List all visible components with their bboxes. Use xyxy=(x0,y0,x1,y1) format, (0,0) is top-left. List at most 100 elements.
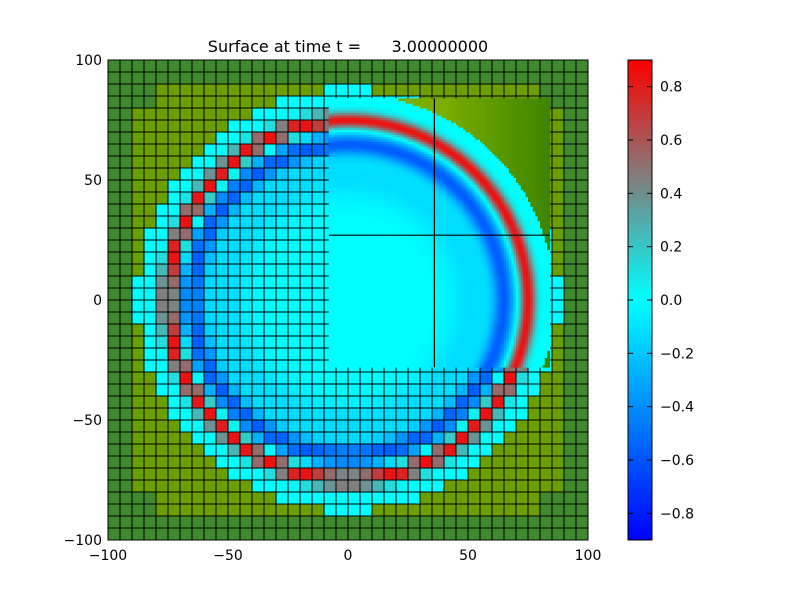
fine-cell xyxy=(338,110,342,114)
fine-cell xyxy=(357,225,361,229)
fine-cell xyxy=(328,364,332,368)
fine-cell xyxy=(396,345,399,349)
fine-cell xyxy=(336,98,339,102)
fine-cell xyxy=(360,357,363,361)
fine-cell xyxy=(331,230,334,234)
coarse-cell xyxy=(203,335,217,349)
fine-cell xyxy=(355,276,358,279)
fine-cell xyxy=(352,132,356,135)
fine-cell xyxy=(328,206,332,210)
fine-cell xyxy=(355,110,358,114)
fine-cell xyxy=(331,237,334,241)
fine-cell xyxy=(336,120,339,123)
fine-cell xyxy=(362,216,366,219)
fine-cell xyxy=(336,252,339,255)
fine-cell xyxy=(350,264,354,267)
fine-cell xyxy=(338,292,342,296)
fine-cell xyxy=(367,362,370,366)
fine-cell xyxy=(386,360,390,363)
fine-cell xyxy=(384,216,387,219)
fine-cell xyxy=(376,314,380,318)
fine-cell xyxy=(374,170,378,174)
coarse-cell xyxy=(215,215,229,229)
fine-cell xyxy=(398,153,402,157)
fine-cell xyxy=(338,295,342,298)
fine-cell xyxy=(360,163,363,166)
coarse-cell xyxy=(251,443,265,457)
fine-cell xyxy=(369,355,373,358)
fine-cell xyxy=(391,108,394,111)
coarse-cell xyxy=(311,419,325,433)
coarse-cell xyxy=(347,71,361,85)
fine-cell xyxy=(398,247,402,250)
coarse-cell xyxy=(503,491,517,505)
fine-cell xyxy=(328,168,332,171)
fine-cell xyxy=(355,240,358,243)
fine-cell xyxy=(333,364,337,368)
fine-cell xyxy=(336,297,339,301)
coarse-cell xyxy=(251,60,265,73)
fine-cell xyxy=(345,148,349,152)
fine-cell xyxy=(398,295,402,298)
fine-cell xyxy=(391,240,394,243)
fine-cell xyxy=(355,292,358,296)
coarse-cell xyxy=(539,503,553,517)
fine-cell xyxy=(343,100,346,104)
coarse-cell xyxy=(359,503,373,517)
fine-cell xyxy=(333,187,337,190)
fine-cell xyxy=(369,292,373,296)
fine-cell xyxy=(386,307,390,310)
fine-cell xyxy=(381,333,385,337)
fine-cell xyxy=(355,146,358,150)
coarse-cell xyxy=(203,179,217,193)
coarse-cell xyxy=(179,299,193,313)
fine-cell xyxy=(348,256,351,260)
fine-cell xyxy=(376,340,380,344)
fine-cell xyxy=(391,326,394,330)
fine-cell xyxy=(352,321,356,325)
coarse-cell xyxy=(395,467,409,481)
fine-cell xyxy=(350,283,354,286)
coarse-cell xyxy=(143,227,157,241)
fine-cell xyxy=(331,295,334,298)
fine-cell xyxy=(393,292,397,296)
fine-cell xyxy=(379,105,382,109)
fine-cell xyxy=(343,235,346,238)
fine-cell xyxy=(328,333,332,337)
fine-cell xyxy=(360,338,363,342)
coarse-cell xyxy=(108,275,121,289)
fine-cell xyxy=(362,122,366,126)
fine-cell xyxy=(376,292,380,296)
fine-cell xyxy=(396,156,399,159)
fine-cell xyxy=(379,103,382,106)
coarse-cell xyxy=(287,407,301,421)
fine-cell xyxy=(388,331,392,334)
fine-cell xyxy=(333,170,337,174)
fine-cell xyxy=(391,216,394,219)
fine-cell xyxy=(345,280,349,284)
coarse-cell xyxy=(155,383,169,397)
fine-cell xyxy=(360,259,363,262)
fine-cell xyxy=(379,151,382,154)
fine-cell xyxy=(369,252,373,255)
fine-cell xyxy=(386,184,390,188)
fine-cell xyxy=(386,252,390,255)
fine-cell xyxy=(398,300,402,303)
coarse-cell xyxy=(299,431,313,445)
fine-cell xyxy=(400,283,404,286)
fine-cell xyxy=(381,268,385,272)
fine-cell xyxy=(388,302,392,306)
fine-cell xyxy=(372,285,375,289)
fine-cell xyxy=(338,122,342,126)
fine-cell xyxy=(338,120,342,123)
fine-cell xyxy=(333,235,337,238)
fine-cell xyxy=(343,268,346,272)
fine-cell xyxy=(396,280,399,284)
fine-cell xyxy=(336,285,339,289)
coarse-cell xyxy=(467,527,481,540)
fine-cell xyxy=(384,319,387,322)
fine-cell xyxy=(391,213,394,217)
fine-cell xyxy=(348,117,351,121)
fine-cell xyxy=(333,124,337,128)
fine-cell xyxy=(340,223,344,226)
